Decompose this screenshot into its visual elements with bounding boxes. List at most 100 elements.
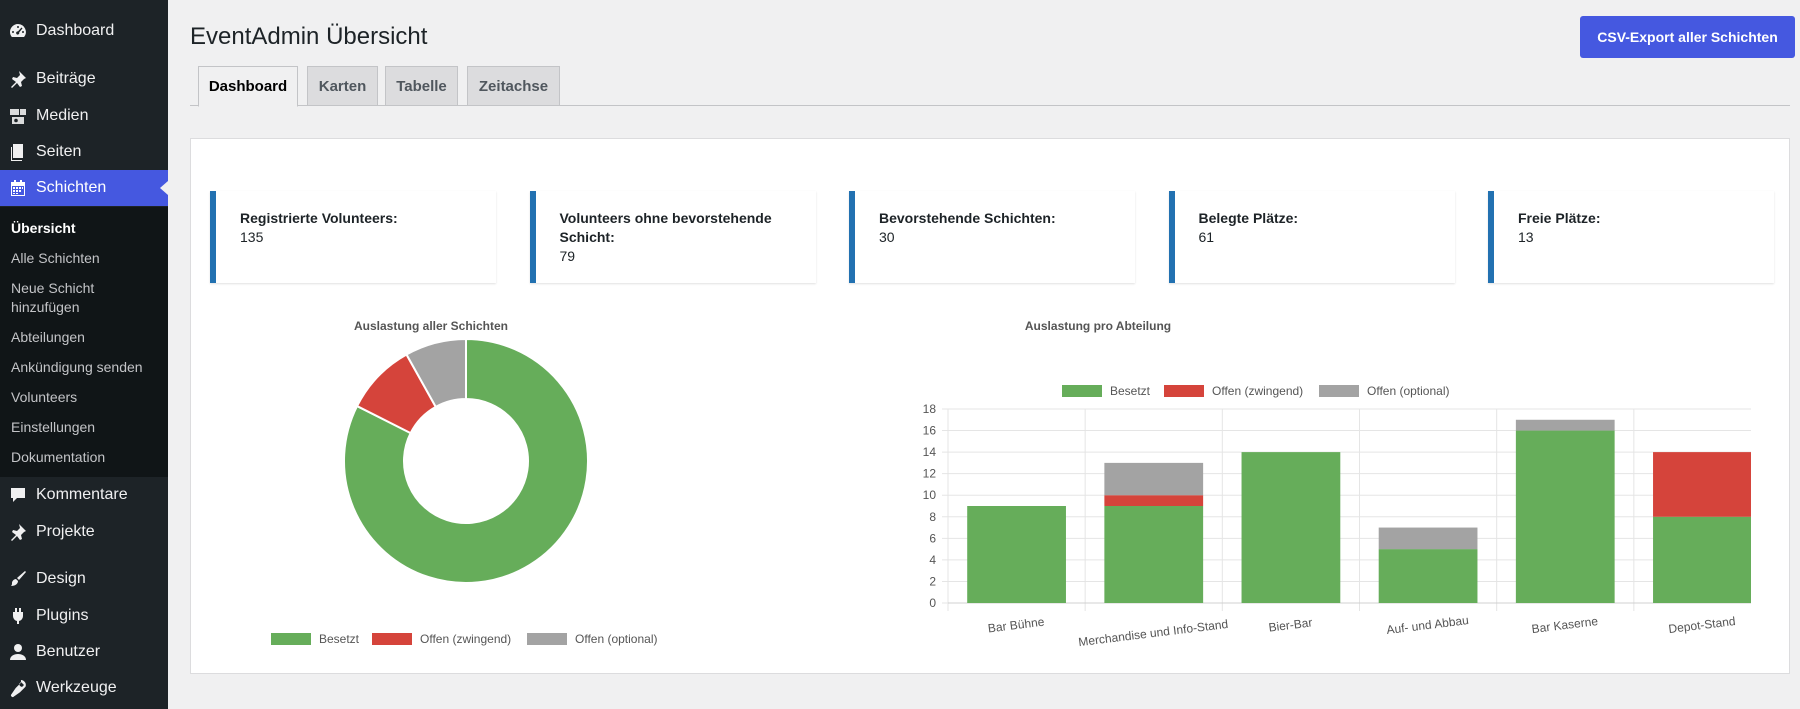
sidebar-item-seiten[interactable]: Seiten (0, 134, 168, 170)
tab-zeitachse[interactable]: Zeitachse (467, 66, 560, 106)
tab-karten[interactable]: Karten (307, 66, 378, 106)
bar-zwingend[interactable] (1104, 495, 1204, 506)
sidebar-item-dashboard[interactable]: Dashboard (0, 13, 168, 49)
csv-export-button[interactable]: CSV-Export aller Schichten (1580, 16, 1795, 58)
sidebar-item-label: Beiträge (36, 70, 96, 87)
submenu-item[interactable]: Einstellungen (11, 419, 96, 435)
stat-label: Registrierte Volunteers: (240, 210, 398, 226)
legend-label: Offen (optional) (1367, 384, 1450, 398)
x-tick-label: Depot-Stand (1668, 614, 1737, 636)
legend-swatch (1062, 385, 1102, 397)
submenu-item[interactable]: Neue Schicht hinzufügen (11, 280, 95, 315)
stat-value: 13 (1518, 229, 1534, 245)
stat-label: Freie Plätze: (1518, 210, 1601, 226)
brush-icon (8, 569, 28, 589)
submenu-item[interactable]: Volunteers (11, 389, 78, 405)
sidebar-item-kommentare[interactable]: Kommentare (0, 477, 168, 513)
y-tick-label: 14 (923, 445, 937, 459)
bar-besetzt[interactable] (967, 506, 1066, 603)
donut-chart-title: Auslastung aller Schichten (353, 319, 509, 333)
legend-item[interactable]: Offen (optional) (527, 632, 658, 646)
bar-besetzt[interactable] (1241, 452, 1341, 603)
x-tick-label: Bier-Bar (1268, 615, 1313, 634)
x-tick-label: Auf- und Abbau (1386, 613, 1470, 637)
bar-besetzt[interactable] (1653, 516, 1751, 603)
stat-card: Bevorstehende Schichten: 30 (849, 191, 1135, 283)
y-tick-label: 4 (929, 553, 936, 567)
bar-chart: 0 2 4 6 8 10 12 14 16 18 Bar Bühne Merchandise und … (923, 402, 1751, 649)
dashboard-panel: Registrierte Volunteers: 135 Volunteers oh… (190, 138, 1790, 674)
stat-value: 30 (879, 229, 895, 245)
stat-card: Freie Plätze: 13 (1488, 191, 1774, 283)
comment-icon (8, 485, 28, 505)
bar-optional[interactable] (1515, 419, 1615, 431)
legend-item[interactable]: Offen (zwingend) (372, 632, 511, 646)
bar-optional[interactable] (1378, 527, 1478, 550)
legend-label: Besetzt (1110, 384, 1151, 398)
sidebar-item-beiträge[interactable]: Beiträge (0, 61, 168, 97)
legend-item[interactable]: Besetzt (271, 632, 359, 646)
submenu-item[interactable]: Alle Schichten (11, 250, 100, 266)
legend-label: Offen (zwingend) (1212, 384, 1304, 398)
sidebar-item-projekte[interactable]: Projekte (0, 514, 168, 550)
sidebar-item-schichten[interactable]: Schichten (0, 170, 168, 206)
y-tick-label: 16 (923, 424, 937, 438)
donut-slice-optional[interactable] (405, 339, 467, 409)
y-tick-label: 8 (929, 510, 936, 524)
sidebar-item-label: Seiten (36, 143, 82, 160)
plugin-icon (8, 606, 28, 626)
bar-besetzt[interactable] (1515, 430, 1615, 603)
x-tick-label: Merchandise und Info-Stand (1078, 617, 1229, 649)
tab-dashboard[interactable]: Dashboard (198, 66, 298, 107)
bar-besetzt[interactable] (1104, 506, 1204, 603)
user-icon (8, 642, 28, 662)
submenu-item[interactable]: Dokumentation (11, 449, 106, 465)
submenu-item[interactable]: Abteilungen (11, 329, 85, 345)
sidebar-item-label: Benutzer (36, 643, 101, 660)
stat-value: 61 (1198, 229, 1215, 245)
legend-item[interactable]: Offen (optional) (1319, 384, 1450, 398)
sidebar-item-label: Plugins (36, 607, 89, 624)
sidebar-item-plugins[interactable]: Plugins (0, 598, 168, 634)
sidebar-item-label: Projekte (36, 523, 95, 540)
legend-item[interactable]: Besetzt (1062, 384, 1150, 398)
sidebar-item-label: Medien (36, 107, 89, 124)
sidebar-item-design[interactable]: Design (0, 561, 168, 597)
stat-value: 79 (559, 248, 576, 264)
bar-zwingend[interactable] (1653, 452, 1751, 517)
legend-swatch (1164, 385, 1204, 397)
sidebar-item-benutzer[interactable]: Benutzer (0, 634, 168, 670)
stat-label: Belegte Plätze: (1198, 210, 1299, 226)
page-title: EventAdmin Übersicht (190, 23, 428, 50)
y-tick-label: 0 (929, 596, 936, 610)
sidebar-item-werkzeuge[interactable]: Werkzeuge (0, 670, 168, 706)
dashboard-icon (8, 21, 28, 41)
pin-icon (8, 522, 28, 542)
y-tick-label: 2 (929, 574, 936, 588)
x-tick-label: Bar Kaserne (1531, 614, 1599, 636)
legend-label: Offen (optional) (575, 632, 658, 646)
bar-besetzt[interactable] (1378, 549, 1478, 603)
bar-chart-title: Auslastung pro Abteilung (1024, 319, 1172, 333)
submenu-item[interactable]: Übersicht (11, 220, 76, 236)
legend-swatch (527, 633, 567, 645)
donut-slice-besetzt[interactable] (343, 339, 589, 584)
bar-optional[interactable] (1104, 462, 1204, 496)
tab-bar: Dashboard Karten Tabelle Zeitachse (190, 66, 1790, 107)
submenu-item[interactable]: Ankündigung senden (11, 359, 143, 375)
stat-label: Volunteers ohne bevorstehende Schicht: (559, 210, 772, 245)
admin-sidebar: Übersicht Alle Schichten Neue Schicht hinz… (0, 0, 168, 709)
y-tick-label: 10 (923, 488, 937, 502)
legend-item[interactable]: Offen (zwingend) (1164, 384, 1303, 398)
legend-swatch (1319, 385, 1359, 397)
stat-card: Belegte Plätze: 61 (1168, 191, 1455, 283)
tab-tabelle[interactable]: Tabelle (385, 66, 458, 106)
legend-label: Offen (zwingend) (420, 632, 512, 646)
sidebar-item-label: Werkzeuge (36, 679, 117, 696)
legend-label: Besetzt (319, 632, 360, 646)
donut-chart (343, 339, 589, 584)
sidebar-item-medien[interactable]: Medien (0, 98, 168, 134)
y-tick-label: 12 (923, 467, 937, 481)
sidebar-item-label: Kommentare (36, 486, 128, 503)
sidebar-item-label: Schichten (36, 179, 107, 196)
